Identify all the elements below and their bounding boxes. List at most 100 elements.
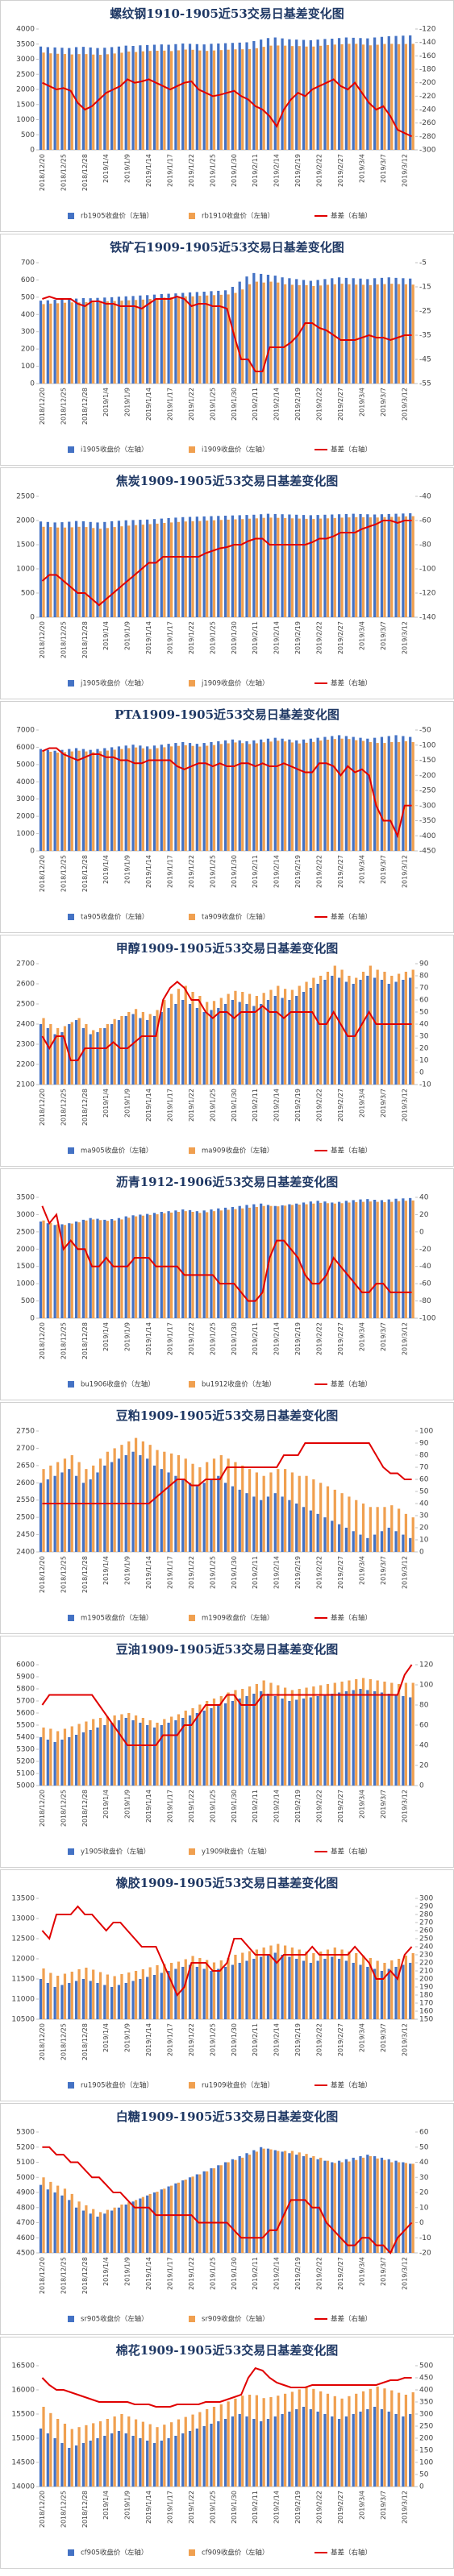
legend-label: bu1906收盘价（左轴） (81, 1380, 155, 1389)
legend-item: 基差（右轴） (314, 2549, 372, 2557)
bar (89, 2441, 92, 2487)
y2-tick-label: 300 (419, 1895, 433, 1903)
y2-tick-label: 450 (419, 2375, 433, 2383)
x-tick-label: 2019/1/22 (188, 2023, 195, 2056)
bar (74, 1020, 78, 1085)
x-tick-label: 2019/2/27 (337, 621, 344, 654)
legend-label: ta909收盘价（左轴） (202, 913, 269, 922)
bar (89, 1981, 92, 2019)
bar (96, 2438, 99, 2487)
bar (106, 750, 109, 851)
bar (361, 2157, 365, 2253)
bar (323, 279, 327, 384)
bar (369, 742, 372, 851)
bar (96, 1472, 99, 1552)
x-tick-label: 2019/1/25 (209, 388, 216, 421)
x-tick-label: 2019/1/17 (167, 2023, 174, 2056)
y2-tick-label: 20 (419, 1045, 429, 1053)
y-tick-label: 14000 (11, 2483, 35, 2491)
y2-tick-label: 0 (419, 2483, 424, 2491)
bar (92, 1219, 95, 1318)
bar (131, 745, 135, 851)
bar (85, 2205, 88, 2253)
y-tick-label: 2500 (16, 71, 35, 79)
x-tick-label: 2019/3/7 (380, 2023, 387, 2052)
bar (56, 1731, 60, 1786)
bar (319, 1952, 323, 2019)
x-tick-label: 2019/2/22 (316, 855, 323, 888)
bar (248, 1951, 252, 2019)
bar (89, 749, 92, 851)
x-tick-label: 2019/1/22 (188, 2257, 195, 2290)
bar (124, 296, 127, 384)
bar (281, 998, 284, 1085)
bar (260, 1203, 263, 1318)
bar (68, 1469, 71, 1552)
y-tick-label: 4000 (16, 26, 35, 34)
bar (355, 1679, 358, 1786)
chart-title: 棉花1909-1905近53交易日基差变化图 (116, 2343, 339, 2358)
x-tick-label: 2019/3/4 (358, 621, 365, 650)
bar (156, 51, 159, 150)
bar (305, 46, 308, 150)
bar (277, 1943, 280, 2019)
bar (331, 976, 334, 1085)
legend-item: bu1906收盘价（左轴） (68, 1380, 155, 1389)
x-tick-label: 2019/1/4 (102, 1322, 110, 1351)
bar (277, 740, 280, 851)
bar (260, 39, 263, 150)
bar (383, 1202, 386, 1318)
bar (195, 1967, 198, 2019)
bar (210, 1209, 213, 1318)
bar (380, 1531, 384, 1552)
bar (184, 1711, 187, 1786)
y-tick-label: 300 (21, 328, 35, 336)
bar (167, 1211, 170, 1318)
x-tick-label: 2018/12/28 (81, 2257, 89, 2294)
x-tick-label: 2019/1/14 (145, 2257, 152, 2290)
bar (191, 1463, 194, 1552)
bar (74, 1981, 78, 2019)
bar (373, 514, 377, 617)
bar (163, 297, 166, 384)
bar (273, 737, 277, 851)
bar (124, 2205, 127, 2253)
x-tick-label: 2019/1/25 (209, 2023, 216, 2056)
legend-label: 基差（右轴） (331, 2081, 372, 2090)
bar (319, 740, 323, 851)
legend-item: 基差（右轴） (314, 1147, 372, 1155)
bar (81, 521, 85, 617)
legend-label: 基差（右轴） (331, 679, 372, 688)
x-tick-label: 2019/3/7 (380, 1322, 387, 1351)
x-tick-label: 2019/3/4 (358, 2257, 365, 2286)
x-tick-label: 2019/1/14 (145, 154, 152, 187)
bar (191, 521, 194, 617)
legend-label: 基差（右轴） (331, 1147, 372, 1155)
bar (262, 47, 265, 150)
bar (373, 977, 377, 1085)
bar (241, 1208, 244, 1318)
bar (181, 516, 185, 617)
bar (376, 1201, 379, 1318)
bar (390, 2390, 394, 2487)
bar (106, 2419, 109, 2487)
bar (53, 2438, 56, 2487)
y-tick-label: 5300 (16, 2129, 35, 2137)
y2-tick-label: 350 (419, 2399, 433, 2407)
bar (409, 1963, 412, 2019)
bar (53, 47, 56, 150)
bar (262, 517, 265, 617)
bar (305, 981, 308, 1085)
bar (219, 50, 223, 150)
bar (266, 738, 270, 851)
y-tick-label: 7000 (16, 727, 35, 735)
bar (181, 742, 185, 851)
chart: 棉花1909-1905近53交易日基差变化图140001450015000155… (0, 2337, 454, 2569)
x-tick-label: 2019/2/19 (294, 388, 302, 421)
y2-tick-label: -10 (419, 2234, 431, 2242)
bar (131, 1014, 135, 1085)
bar (309, 1963, 312, 2019)
y2-tick-label: 0 (419, 1069, 424, 1077)
bar (188, 1004, 192, 1085)
bar (402, 2416, 405, 2487)
